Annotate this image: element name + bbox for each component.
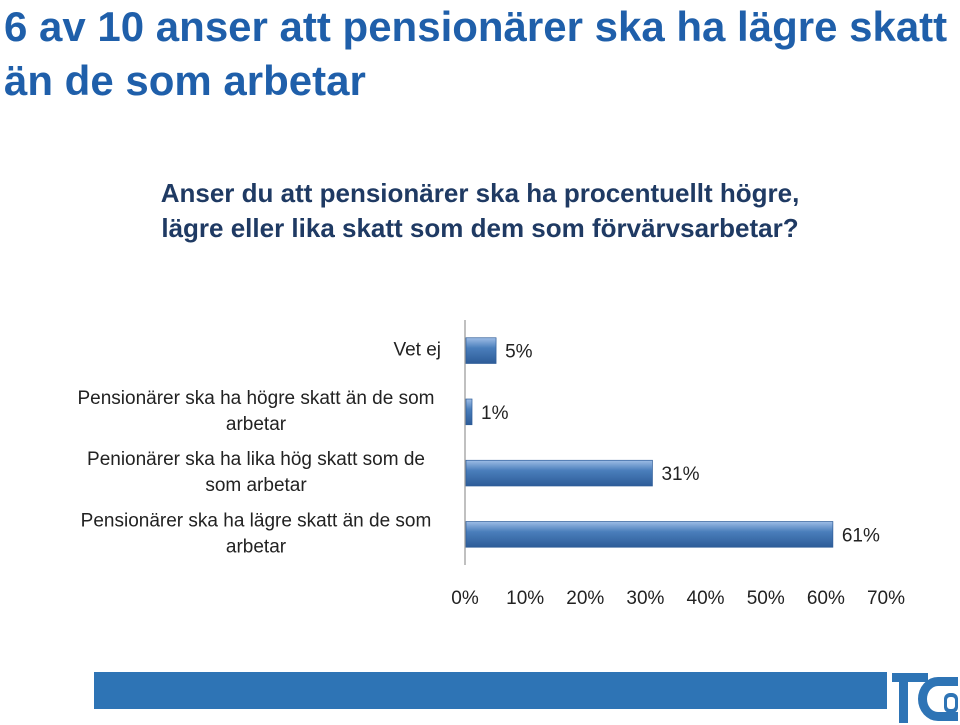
x-tick-label-5: 50% [747, 588, 785, 609]
bar-1 [465, 398, 473, 426]
category-label-1-1: arbetar [226, 414, 287, 435]
bar-3 [465, 521, 834, 548]
x-tick-label-2: 20% [566, 588, 604, 609]
footer-bar [94, 672, 887, 709]
survey-question: Anser du att pensionärer ska ha procentu… [160, 178, 800, 243]
tco-logo [892, 673, 958, 723]
data-label-3: 61% [842, 525, 880, 546]
category-label-2-1: som arbetar [205, 475, 307, 496]
data-label-0: 5% [505, 342, 533, 363]
data-label-1: 1% [481, 403, 509, 424]
bar-chart: 5% Vet ej 1% Pensionärer ska ha högre skatt… [78, 320, 905, 609]
x-tick-label-0: 0% [451, 588, 479, 609]
slide-title: 6 av 10 anser att pensionärer ska ha läg… [4, 3, 948, 104]
x-tick-label-7: 70% [867, 588, 905, 609]
bar-2 [465, 459, 653, 487]
category-label-3-1: arbetar [226, 536, 287, 557]
x-tick-label-1: 10% [506, 588, 544, 609]
data-label-2: 31% [661, 464, 699, 485]
category-label-1-0: Pensionärer ska ha högre skatt än de som [78, 388, 435, 409]
category-label-2-0: Penionärer ska ha lika hög skatt som de [87, 449, 425, 470]
x-tick-label-4: 40% [687, 588, 725, 609]
bar-0 [465, 337, 497, 364]
category-label-0-0: Vet ej [393, 340, 441, 361]
category-label-3-0: Pensionärer ska ha lägre skatt än de som [81, 510, 432, 531]
x-tick-label-3: 30% [626, 588, 664, 609]
x-tick-label-6: 60% [807, 588, 845, 609]
